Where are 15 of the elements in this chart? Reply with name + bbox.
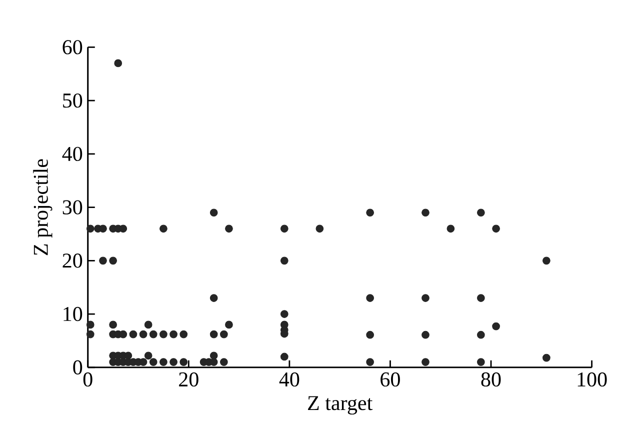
x-tick-label: 20 [179, 372, 198, 386]
x-tick-label: 0 [83, 372, 92, 386]
x-tick-label: 80 [481, 372, 501, 386]
y-tick-label: 50 [63, 93, 82, 108]
y-tick-label: 40 [62, 146, 82, 161]
x-tick-label: 40 [279, 372, 300, 386]
x-tick-label: 60 [380, 372, 400, 386]
y-tick-label: 10 [64, 306, 82, 321]
x-tick-label: 100 [578, 372, 607, 386]
y-tick-label: 20 [62, 253, 82, 268]
y-axis-title: Z projectile [33, 159, 52, 255]
y-tick-label: 30 [62, 200, 82, 214]
x-axis-title: Z target [308, 396, 373, 414]
y-tick-label: 0 [73, 360, 82, 374]
y-tick-label: 60 [62, 40, 82, 54]
